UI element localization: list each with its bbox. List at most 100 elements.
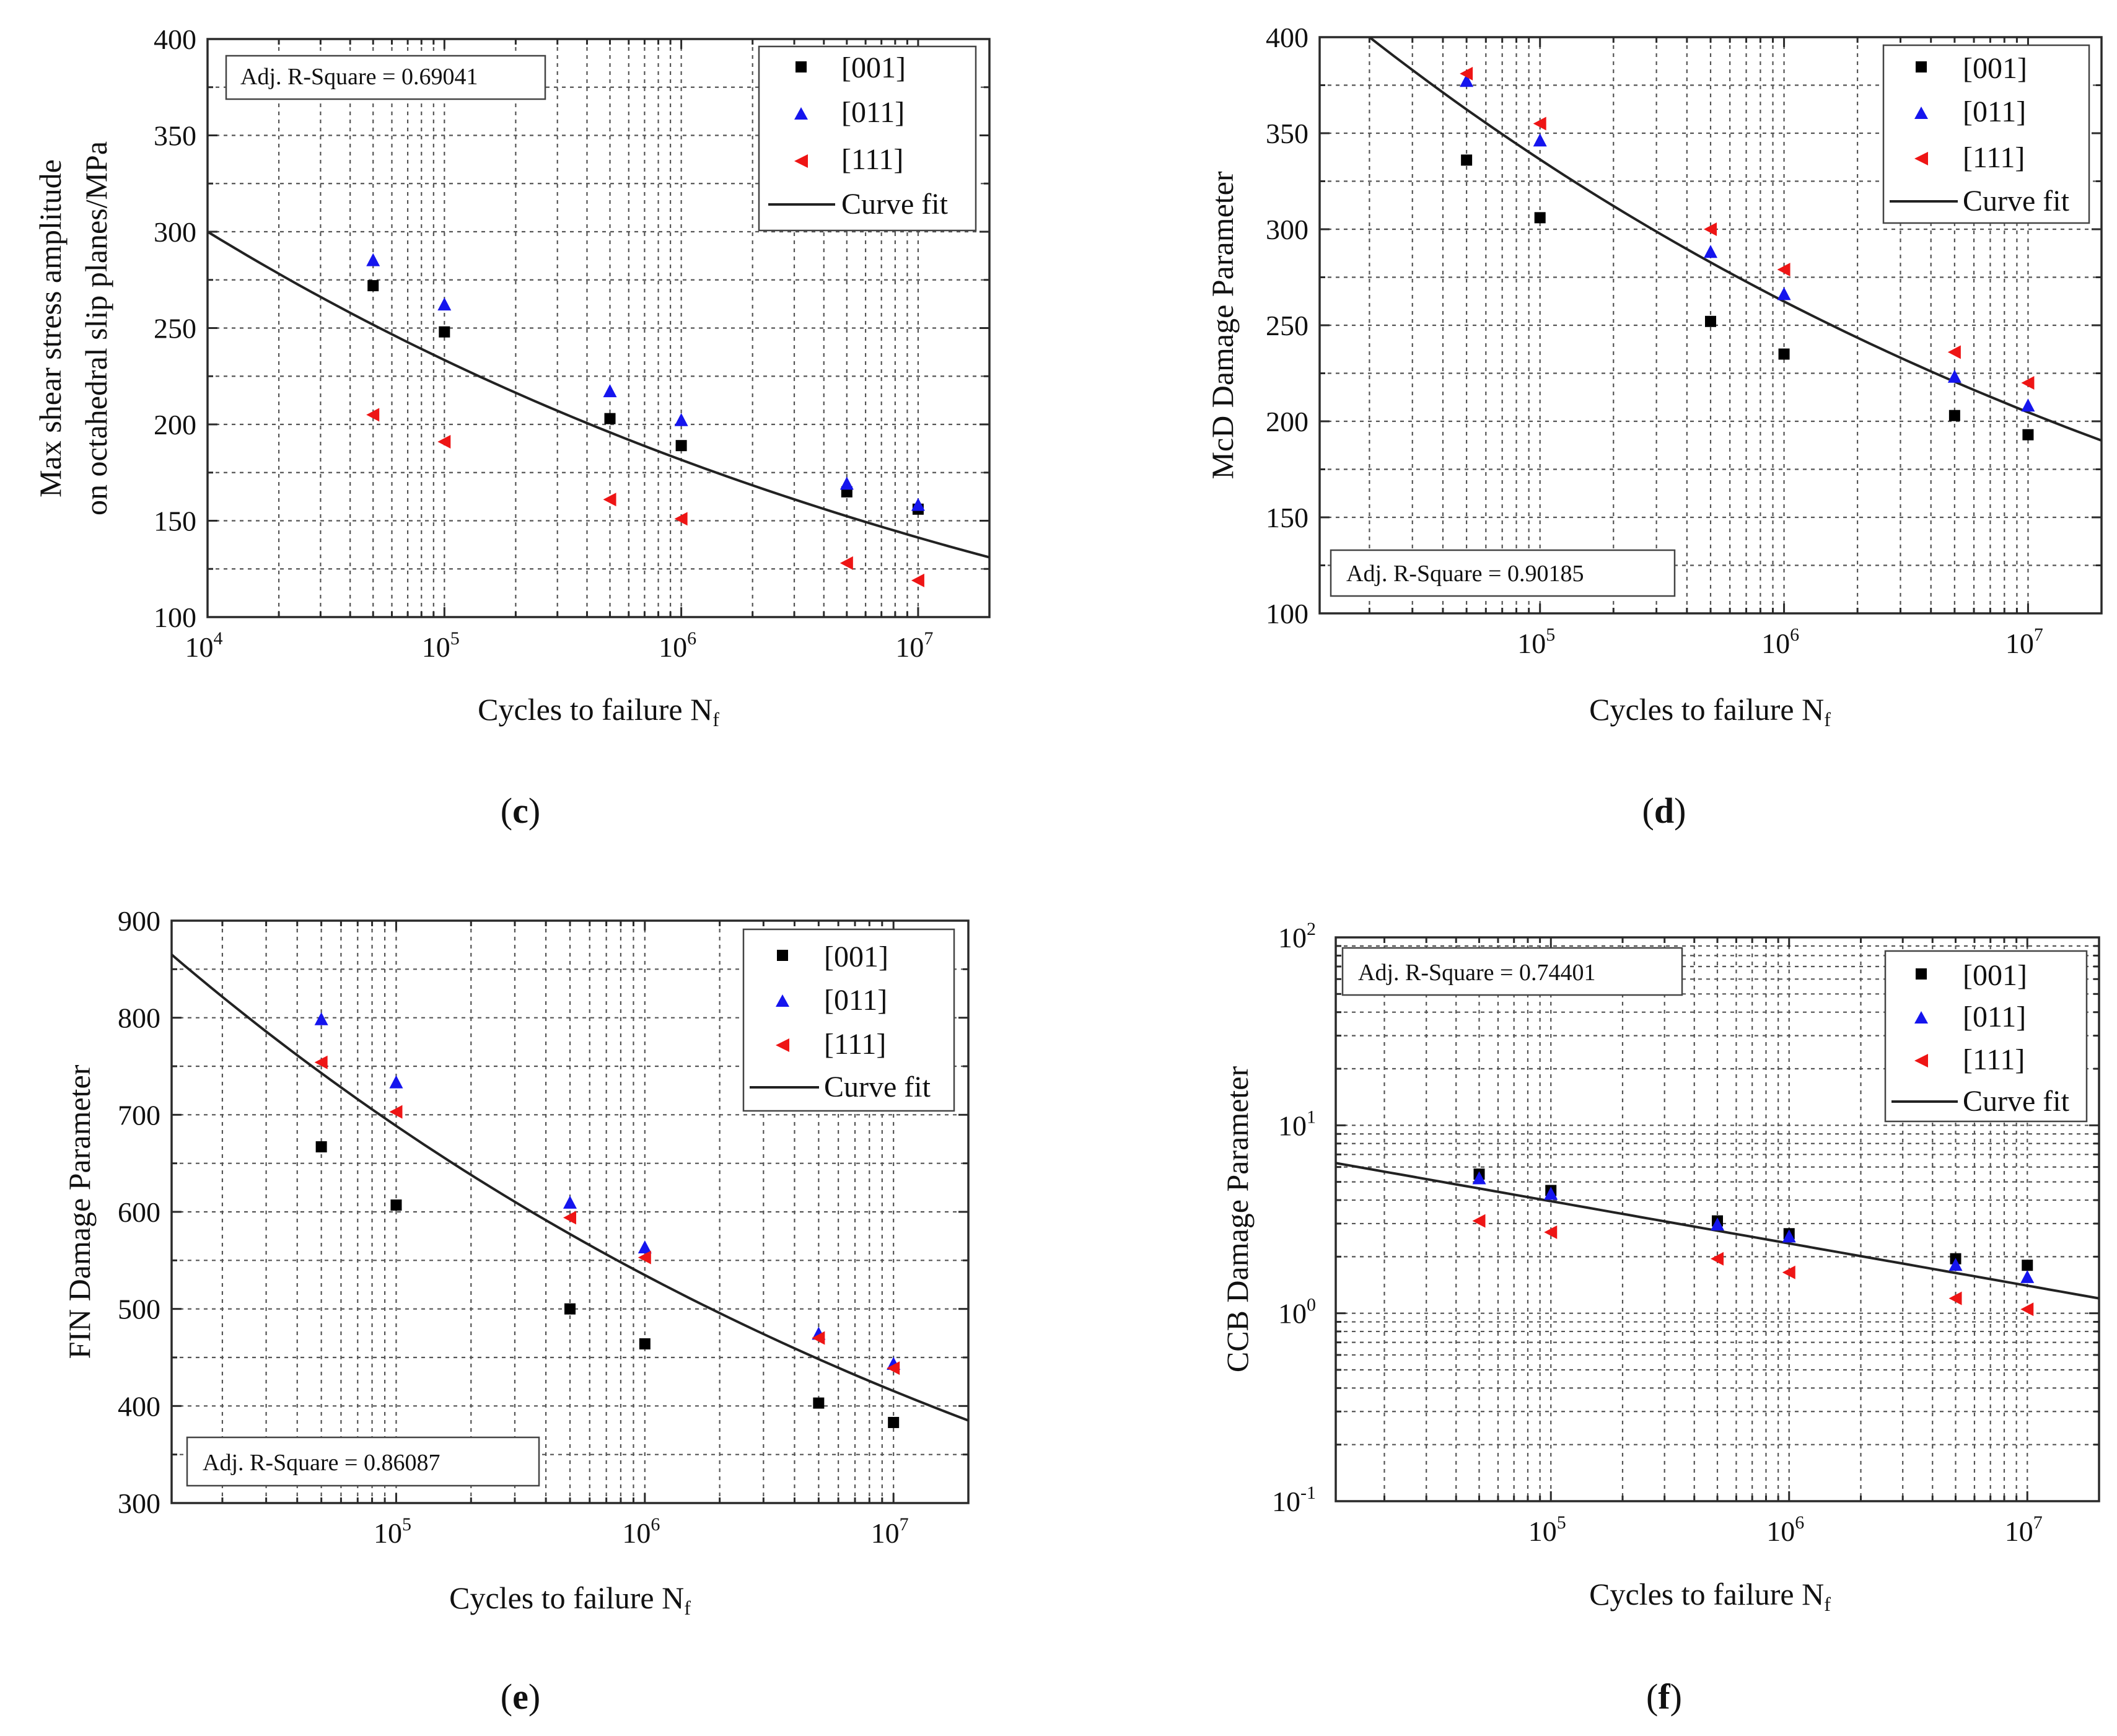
y-tick-label: 400 [1266, 22, 1308, 53]
point-011 [638, 1240, 652, 1253]
y-tick-label: 100 [1278, 1295, 1316, 1330]
y-tick-label: 10-1 [1272, 1483, 1316, 1517]
point-111 [1947, 345, 1961, 359]
legend-label-011: [011] [1963, 1001, 2026, 1033]
point-111 [1704, 222, 1717, 236]
point-001 [639, 1338, 651, 1350]
y-tick-label: 250 [1266, 310, 1308, 341]
x-tick-label: 105 [374, 1514, 411, 1549]
point-001 [675, 440, 687, 452]
y-tick-label: 700 [118, 1099, 160, 1131]
point-111 [563, 1211, 576, 1225]
point-111 [839, 556, 853, 570]
point-011 [1782, 1229, 1796, 1243]
point-111 [1782, 1265, 1795, 1279]
point-111 [812, 1331, 825, 1345]
legend-label-fit: Curve fit [841, 188, 949, 221]
point-001 [1948, 410, 1960, 421]
r2-text: Adj. R-Square = 0.69041 [240, 64, 478, 90]
x-tick-label: 105 [1517, 625, 1555, 659]
point-111 [1533, 116, 1546, 131]
legend-label-001: [001] [1963, 959, 2027, 992]
legend: [001] [011] [111] Curve fit [1884, 950, 2088, 1123]
point-001 [1778, 348, 1790, 360]
y-tick-label: 350 [1266, 118, 1308, 149]
point-111 [437, 434, 451, 449]
point-011 [839, 476, 854, 490]
y-tick-label: 350 [154, 120, 196, 152]
r2-box: Adj. R-Square = 0.90185 [1330, 549, 1676, 597]
y-tick-label: 200 [154, 409, 196, 441]
point-011 [563, 1195, 577, 1209]
r2-text: Adj. R-Square = 0.86087 [203, 1450, 440, 1476]
point-011 [437, 297, 452, 311]
legend: [001] [011] [111] Curve fit [758, 45, 977, 232]
legend-marker-011 [1914, 1011, 1928, 1024]
r2-box: Adj. R-Square = 0.69041 [225, 55, 546, 100]
legend-label-001: [001] [824, 940, 888, 973]
x-axis-label: Cycles to failure Nf [1589, 1577, 1831, 1615]
point-011 [1544, 1186, 1558, 1200]
y-axis-label: McD Damage Parameter [1205, 171, 1240, 479]
point-111 [314, 1055, 328, 1069]
x-tick-label: 107 [895, 628, 933, 663]
point-001 [604, 413, 616, 424]
point-001 [813, 1397, 825, 1409]
point-111 [911, 573, 924, 587]
legend-label-fit: Curve fit [824, 1071, 931, 1103]
y-tick-label: 600 [118, 1196, 160, 1228]
point-111 [603, 493, 616, 507]
point-011 [1533, 133, 1547, 147]
legend-label-011: [011] [1963, 95, 2026, 128]
legend-label-111: [111] [1963, 141, 2025, 174]
panel-caption: (f) [1646, 1677, 1682, 1717]
point-001 [2022, 429, 2034, 441]
legend-marker-001 [1916, 968, 1927, 980]
y-tick-label: 400 [118, 1390, 160, 1422]
point-001 [1705, 315, 1716, 327]
y-tick-label: 300 [1266, 214, 1308, 245]
legend-marker-011 [794, 107, 808, 120]
y-tick-label: 150 [154, 506, 196, 537]
point-111 [389, 1105, 403, 1119]
legend-label-011: [011] [824, 984, 887, 1017]
point-001 [439, 326, 450, 338]
point-011 [314, 1012, 328, 1025]
point-001 [564, 1303, 576, 1315]
y-axis-label-line-2: on octahedral slip planes/MPa [79, 141, 113, 515]
x-tick-label: 105 [1528, 1512, 1566, 1547]
x-axis-label: Cycles to failure Nf [449, 1580, 691, 1619]
legend-marker-001 [777, 950, 788, 961]
panel-f: 105 106 107 10-1 100 101 102 Adj. R-Square = 0… [1220, 919, 2100, 1717]
r2-box-frame [1330, 549, 1676, 597]
legend-marker-011 [1914, 107, 1928, 119]
r2-box: Adj. R-Square = 0.86087 [186, 1436, 540, 1487]
point-011 [674, 413, 688, 426]
point-111 [638, 1250, 651, 1265]
point-001 [367, 280, 379, 292]
point-111 [1472, 1214, 1486, 1228]
point-111 [1711, 1252, 1724, 1266]
legend-label-fit: Curve fit [1963, 1085, 2070, 1118]
x-tick-label: 106 [622, 1514, 660, 1549]
x-tick-label: 107 [2005, 625, 2043, 659]
point-011 [1777, 287, 1791, 300]
y-axis-label-line-1: Max shear stress amplitude [33, 159, 68, 498]
x-axis-label: Cycles to failure Nf [1589, 692, 1831, 730]
legend-label-111: [111] [824, 1028, 886, 1061]
x-tick-label: 106 [1766, 1512, 1804, 1547]
ticks: 105 106 107 100 150 200 250 300 350 400 [1266, 22, 2102, 659]
legend-marker-011 [776, 994, 789, 1007]
curve-fit-line [1369, 37, 2102, 442]
y-tick-label: 101 [1278, 1107, 1316, 1141]
point-111 [366, 408, 380, 422]
points [1472, 1168, 2035, 1317]
x-tick-label: 105 [422, 628, 460, 663]
panel-caption: (d) [1642, 791, 1686, 831]
curve-fit-line [1336, 1162, 2099, 1300]
x-tick-label: 107 [2005, 1512, 2043, 1547]
y-tick-label: 200 [1266, 406, 1308, 437]
point-011 [1947, 369, 1961, 383]
legend-marker-111 [1914, 1054, 1928, 1067]
legend-label-111: [111] [841, 143, 903, 176]
